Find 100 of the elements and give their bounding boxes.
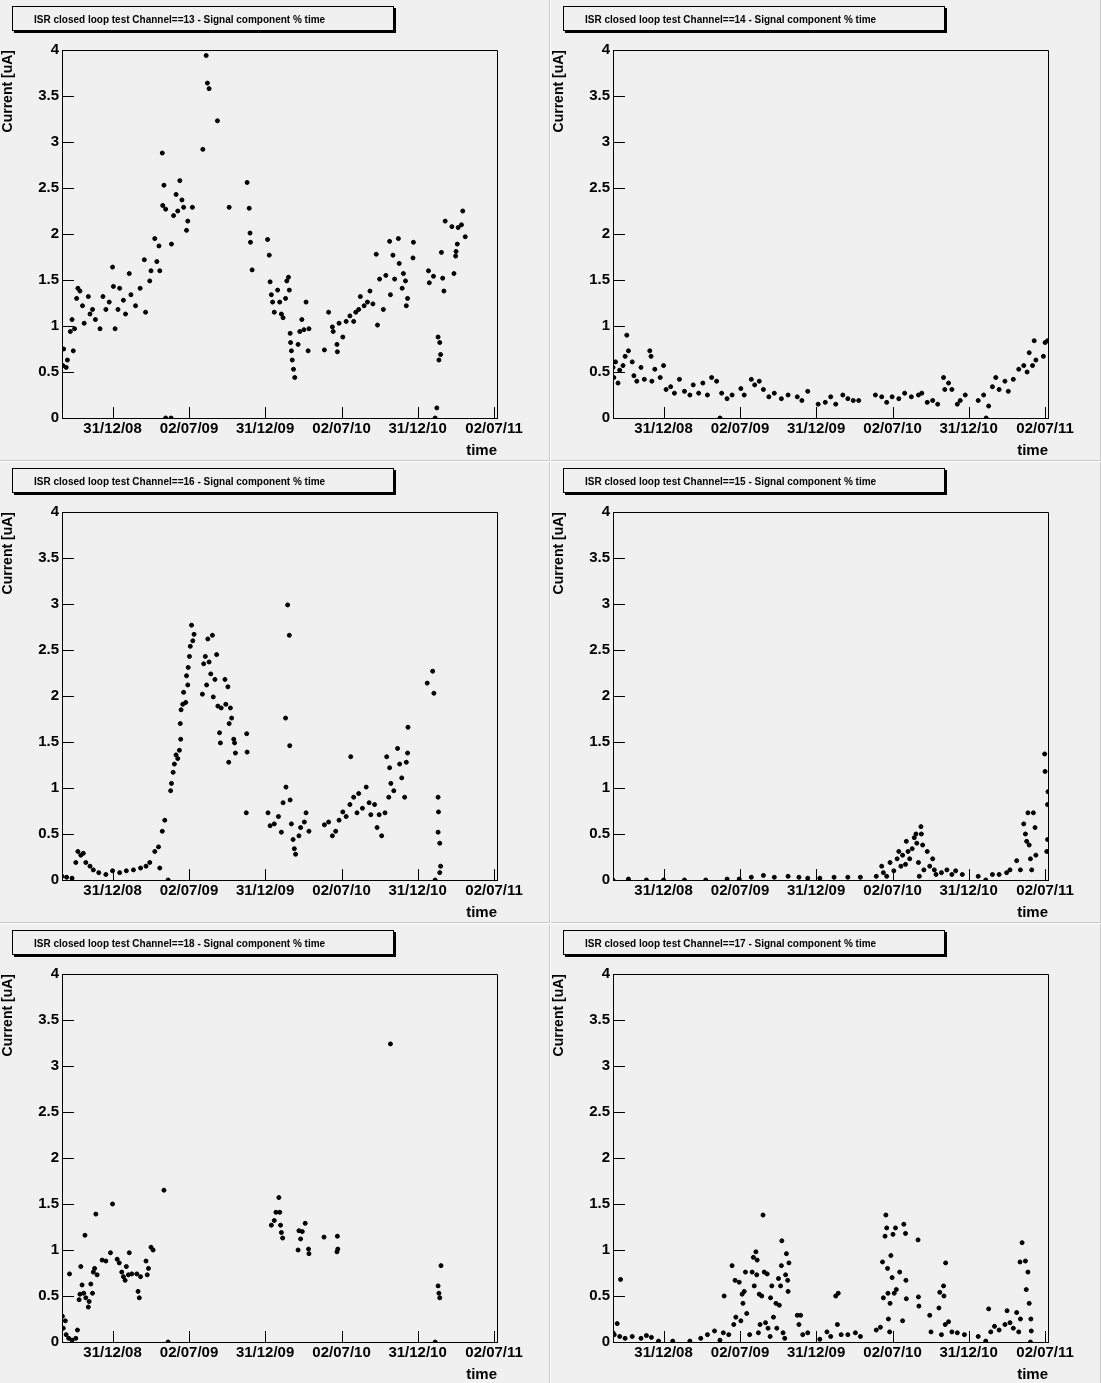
y-tick-label: 3.5 — [38, 86, 59, 104]
x-tick-label: 31/12/10 — [939, 419, 998, 437]
y-tick-label: 0.5 — [589, 1286, 610, 1304]
x-tick-label: 02/07/10 — [863, 419, 922, 437]
x-tick-label: 31/12/09 — [235, 1343, 295, 1361]
y-tick-label: 4 — [50, 40, 60, 58]
y-tick-label: 3 — [50, 132, 59, 150]
x-tick-label: 31/12/08 — [634, 419, 693, 437]
y-tick-label: 4 — [50, 502, 60, 520]
y-tick-label: 4 — [601, 40, 611, 58]
y-tick-label: 2 — [601, 686, 610, 704]
y-tick-label: 3 — [601, 132, 610, 150]
y-axis-title: Current [uA] — [550, 974, 567, 1057]
x-tick-label: 02/07/09 — [710, 419, 770, 437]
y-tick-label: 0.5 — [38, 362, 59, 380]
y-tick-label: 3.5 — [38, 1010, 59, 1028]
y-tick-label: 4 — [601, 502, 611, 520]
y-tick-label: 1 — [50, 1240, 59, 1258]
y-tick-label: 2 — [50, 1148, 59, 1166]
x-tick-label: 31/12/10 — [388, 419, 447, 437]
chart-title: ISR closed loop test Channel==15 - Signal component % time — [563, 468, 945, 493]
x-tick-label: 02/07/11 — [465, 881, 523, 899]
y-tick-label: 1 — [50, 778, 59, 796]
x-tick-label: 02/07/10 — [312, 419, 371, 437]
y-tick-label: 1.5 — [589, 732, 610, 750]
x-axis-title: time — [1017, 903, 1048, 921]
y-tick-label: 0.5 — [589, 362, 610, 380]
x-axis-title: time — [466, 903, 497, 921]
y-tick-label: 0.5 — [38, 1286, 59, 1304]
x-tick-label: 31/12/08 — [83, 1343, 142, 1361]
y-tick-label: 1 — [601, 778, 610, 796]
x-tick-label: 31/12/08 — [83, 419, 142, 437]
x-tick-label: 02/07/09 — [710, 1343, 770, 1361]
x-tick-label: 02/07/09 — [159, 881, 219, 899]
chart-title: ISR closed loop test Channel==16 - Signal component % time — [12, 468, 394, 493]
y-tick-label: 3 — [50, 1056, 59, 1074]
x-axis-title: time — [466, 1365, 497, 1383]
y-tick-label: 1 — [601, 1240, 610, 1258]
y-tick-label: 2.5 — [38, 640, 59, 658]
x-tick-label: 02/07/11 — [1016, 881, 1074, 899]
x-tick-label: 31/12/09 — [786, 881, 846, 899]
y-tick-label: 2.5 — [589, 178, 610, 196]
y-tick-label: 0 — [50, 870, 59, 888]
x-tick-label: 02/07/11 — [1016, 1343, 1074, 1361]
x-tick-label: 02/07/11 — [465, 1343, 523, 1361]
x-axis-title: time — [1017, 441, 1048, 459]
x-tick-label: 02/07/10 — [312, 881, 371, 899]
x-tick-label: 31/12/09 — [786, 1343, 846, 1361]
y-tick-label: 3 — [601, 1056, 610, 1074]
y-tick-label: 1.5 — [589, 270, 610, 288]
y-tick-label: 1 — [50, 316, 59, 334]
y-tick-label: 0 — [601, 408, 610, 426]
x-tick-label: 02/07/10 — [863, 881, 922, 899]
chart-title: ISR closed loop test Channel==13 - Signal component % time — [12, 6, 394, 31]
y-tick-label: 1.5 — [38, 1194, 59, 1212]
y-axis-title: Current [uA] — [0, 974, 16, 1057]
y-tick-label: 3.5 — [589, 86, 610, 104]
y-tick-label: 2.5 — [38, 1102, 59, 1120]
y-tick-label: 2.5 — [589, 1102, 610, 1120]
y-tick-label: 1 — [601, 316, 610, 334]
x-tick-label: 31/12/08 — [634, 1343, 693, 1361]
y-tick-label: 0 — [601, 1332, 610, 1350]
x-axis-title: time — [1017, 1365, 1048, 1383]
y-axis-title: Current [uA] — [0, 512, 16, 595]
x-tick-label: 02/07/10 — [312, 1343, 371, 1361]
y-tick-label: 4 — [50, 964, 60, 982]
x-tick-label: 31/12/08 — [634, 881, 693, 899]
x-tick-label: 31/12/09 — [235, 881, 295, 899]
x-tick-label: 31/12/10 — [388, 1343, 447, 1361]
chart-title: ISR closed loop test Channel==18 - Signal component % time — [12, 930, 394, 955]
y-tick-label: 2 — [50, 224, 59, 242]
chart-title: ISR closed loop test Channel==17 - Signal component % time — [563, 930, 945, 955]
chart-title: ISR closed loop test Channel==14 - Signal component % time — [563, 6, 945, 31]
y-tick-label: 3.5 — [589, 548, 610, 566]
y-tick-label: 0 — [601, 870, 610, 888]
y-tick-label: 1.5 — [38, 270, 59, 288]
x-tick-label: 31/12/10 — [939, 881, 998, 899]
y-tick-label: 2 — [601, 224, 610, 242]
y-tick-label: 0.5 — [589, 824, 610, 842]
y-tick-label: 1.5 — [38, 732, 59, 750]
x-tick-label: 02/07/10 — [863, 1343, 922, 1361]
y-tick-label: 0 — [50, 1332, 59, 1350]
y-tick-label: 3.5 — [589, 1010, 610, 1028]
y-axis-title: Current [uA] — [550, 50, 567, 133]
y-tick-label: 2.5 — [589, 640, 610, 658]
y-tick-label: 0.5 — [38, 824, 59, 842]
x-tick-label: 31/12/10 — [939, 1343, 998, 1361]
y-tick-label: 3 — [601, 594, 610, 612]
y-axis-title: Current [uA] — [550, 512, 567, 595]
y-tick-label: 2 — [601, 1148, 610, 1166]
x-tick-label: 02/07/09 — [710, 881, 770, 899]
y-tick-label: 0 — [50, 408, 59, 426]
x-axis-title: time — [466, 441, 497, 459]
x-tick-label: 02/07/11 — [1016, 419, 1074, 437]
y-tick-label: 2 — [50, 686, 59, 704]
y-axis-title: Current [uA] — [0, 50, 16, 133]
x-tick-label: 02/07/11 — [465, 419, 523, 437]
x-tick-label: 31/12/10 — [388, 881, 447, 899]
y-tick-label: 3.5 — [38, 548, 59, 566]
y-tick-label: 1.5 — [589, 1194, 610, 1212]
